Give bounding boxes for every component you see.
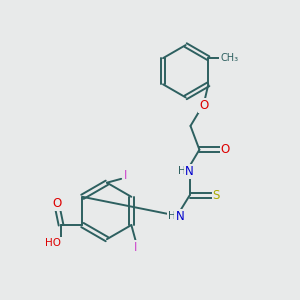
Text: O: O xyxy=(220,143,230,156)
Text: N: N xyxy=(185,165,194,178)
Text: O: O xyxy=(53,197,62,210)
Text: H: H xyxy=(168,211,176,221)
Text: I: I xyxy=(134,241,137,254)
Text: HO: HO xyxy=(45,238,61,248)
Text: O: O xyxy=(199,99,208,112)
Text: CH₃: CH₃ xyxy=(220,53,238,63)
Text: I: I xyxy=(124,169,127,182)
Text: H: H xyxy=(178,166,185,176)
Text: N: N xyxy=(176,210,184,224)
Text: S: S xyxy=(213,189,220,202)
